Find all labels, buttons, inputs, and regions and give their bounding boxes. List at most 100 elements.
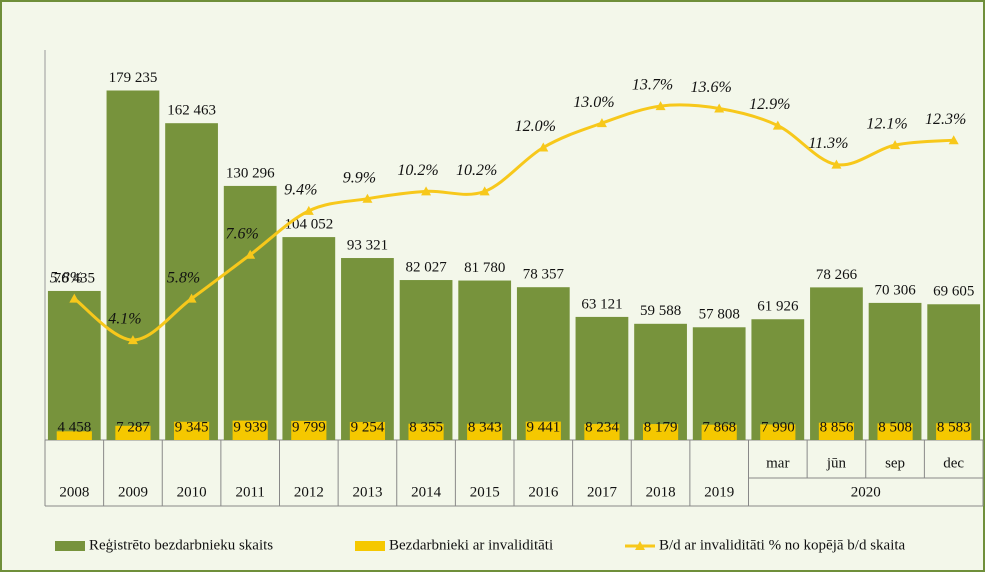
data-label: 13.6%: [691, 79, 732, 96]
line-marker: [69, 293, 80, 303]
bar: [868, 302, 922, 440]
bar: [115, 425, 151, 440]
x-tick-label: 2014: [411, 484, 442, 500]
x-tick-label: 2010: [177, 484, 207, 500]
x-tick-label: dec: [943, 455, 964, 471]
bar: [575, 316, 629, 440]
bar: [458, 280, 512, 440]
legend-label: B/d ar invaliditāti % no kopējā b/d skai…: [659, 537, 906, 553]
data-label: 12.9%: [749, 96, 790, 113]
bar: [936, 423, 972, 440]
x-tick-label: 2016: [528, 484, 559, 500]
line-marker: [245, 249, 256, 259]
data-label: 9 345: [175, 419, 209, 435]
data-label: 7 287: [116, 419, 150, 435]
bar: [751, 319, 805, 440]
legend-swatch: [635, 541, 645, 550]
bar: [701, 424, 737, 440]
line-marker: [186, 293, 197, 303]
data-label: 162 463: [167, 103, 216, 119]
data-label: 8 234: [585, 419, 619, 435]
x-tick-label: sep: [885, 455, 905, 471]
data-label: 61 926: [757, 299, 799, 315]
data-label: 13.7%: [632, 77, 673, 94]
data-label: 93 321: [347, 237, 388, 253]
bar: [927, 304, 981, 440]
line-marker: [479, 186, 490, 196]
data-label: 5.8%: [167, 269, 200, 286]
data-label: 8 179: [644, 419, 678, 435]
line-marker: [772, 120, 783, 130]
data-label: 7.6%: [226, 225, 259, 242]
x-tick-label: 2015: [470, 484, 500, 500]
bar: [877, 423, 913, 440]
line-marker: [655, 101, 666, 111]
data-label: 9.9%: [343, 169, 376, 186]
bar: [584, 423, 620, 440]
legend-swatch: [55, 541, 85, 551]
bar: [173, 421, 210, 440]
data-label: 4.1%: [108, 311, 141, 328]
x-group-label: 2020: [851, 484, 881, 500]
data-label: 4 458: [57, 419, 91, 435]
bar: [810, 287, 863, 440]
line-marker: [596, 118, 607, 128]
data-label: 7 990: [761, 419, 795, 435]
bar: [525, 421, 561, 440]
data-label: 8 355: [409, 419, 443, 435]
bar: [516, 287, 570, 440]
data-label: 63 121: [581, 296, 622, 312]
bar: [232, 420, 268, 440]
bar: [642, 424, 679, 440]
line-marker: [303, 205, 314, 215]
x-tick-label: 2008: [59, 484, 89, 500]
x-tick-label: 2013: [352, 484, 382, 500]
bar: [282, 237, 336, 440]
bar: [818, 422, 855, 440]
data-label: 13.0%: [573, 94, 614, 111]
data-label: 130 296: [226, 165, 275, 181]
data-label: 10.2%: [397, 162, 438, 179]
bar: [291, 420, 327, 440]
legend-label: Reģistrēto bezdarbnieku skaits: [89, 537, 273, 553]
data-label: 9 441: [526, 419, 560, 435]
x-tick-label: 2009: [118, 484, 148, 500]
line-marker: [421, 186, 432, 196]
data-label: 8 508: [878, 419, 912, 435]
x-tick-label: 2018: [646, 484, 676, 500]
x-tick-label: 2011: [235, 484, 264, 500]
bar: [692, 327, 746, 440]
data-label: 59 588: [640, 303, 681, 319]
line-marker: [362, 193, 373, 203]
data-label: 69 605: [933, 284, 974, 300]
data-label: 81 780: [464, 260, 505, 276]
data-label: 7 868: [702, 419, 736, 435]
x-tick-label: 2012: [294, 484, 324, 500]
data-label: 76 435: [54, 270, 95, 286]
bar: [408, 423, 444, 440]
line-marker: [127, 335, 138, 345]
data-label: 9 799: [292, 419, 326, 435]
x-tick-label: mar: [766, 455, 789, 471]
bar: [467, 423, 503, 440]
data-label: 9 939: [233, 419, 267, 435]
x-tick-label: 2017: [587, 484, 618, 500]
line-marker: [831, 159, 842, 169]
data-label: 8 856: [820, 419, 854, 435]
data-label: 12.3%: [925, 111, 966, 128]
data-label: 104 052: [284, 217, 333, 233]
bar: [223, 185, 277, 440]
bar: [165, 123, 218, 441]
line-marker: [538, 142, 549, 152]
bar: [760, 424, 796, 440]
bar: [56, 431, 92, 440]
data-label: 9.4%: [284, 182, 317, 199]
x-tick-label: 2019: [704, 484, 734, 500]
legend-swatch: [355, 541, 385, 551]
data-label: 57 808: [699, 307, 740, 323]
data-label: 12.1%: [866, 116, 907, 133]
data-label: 8 583: [937, 419, 971, 435]
bar: [399, 280, 453, 440]
bar: [106, 90, 160, 440]
